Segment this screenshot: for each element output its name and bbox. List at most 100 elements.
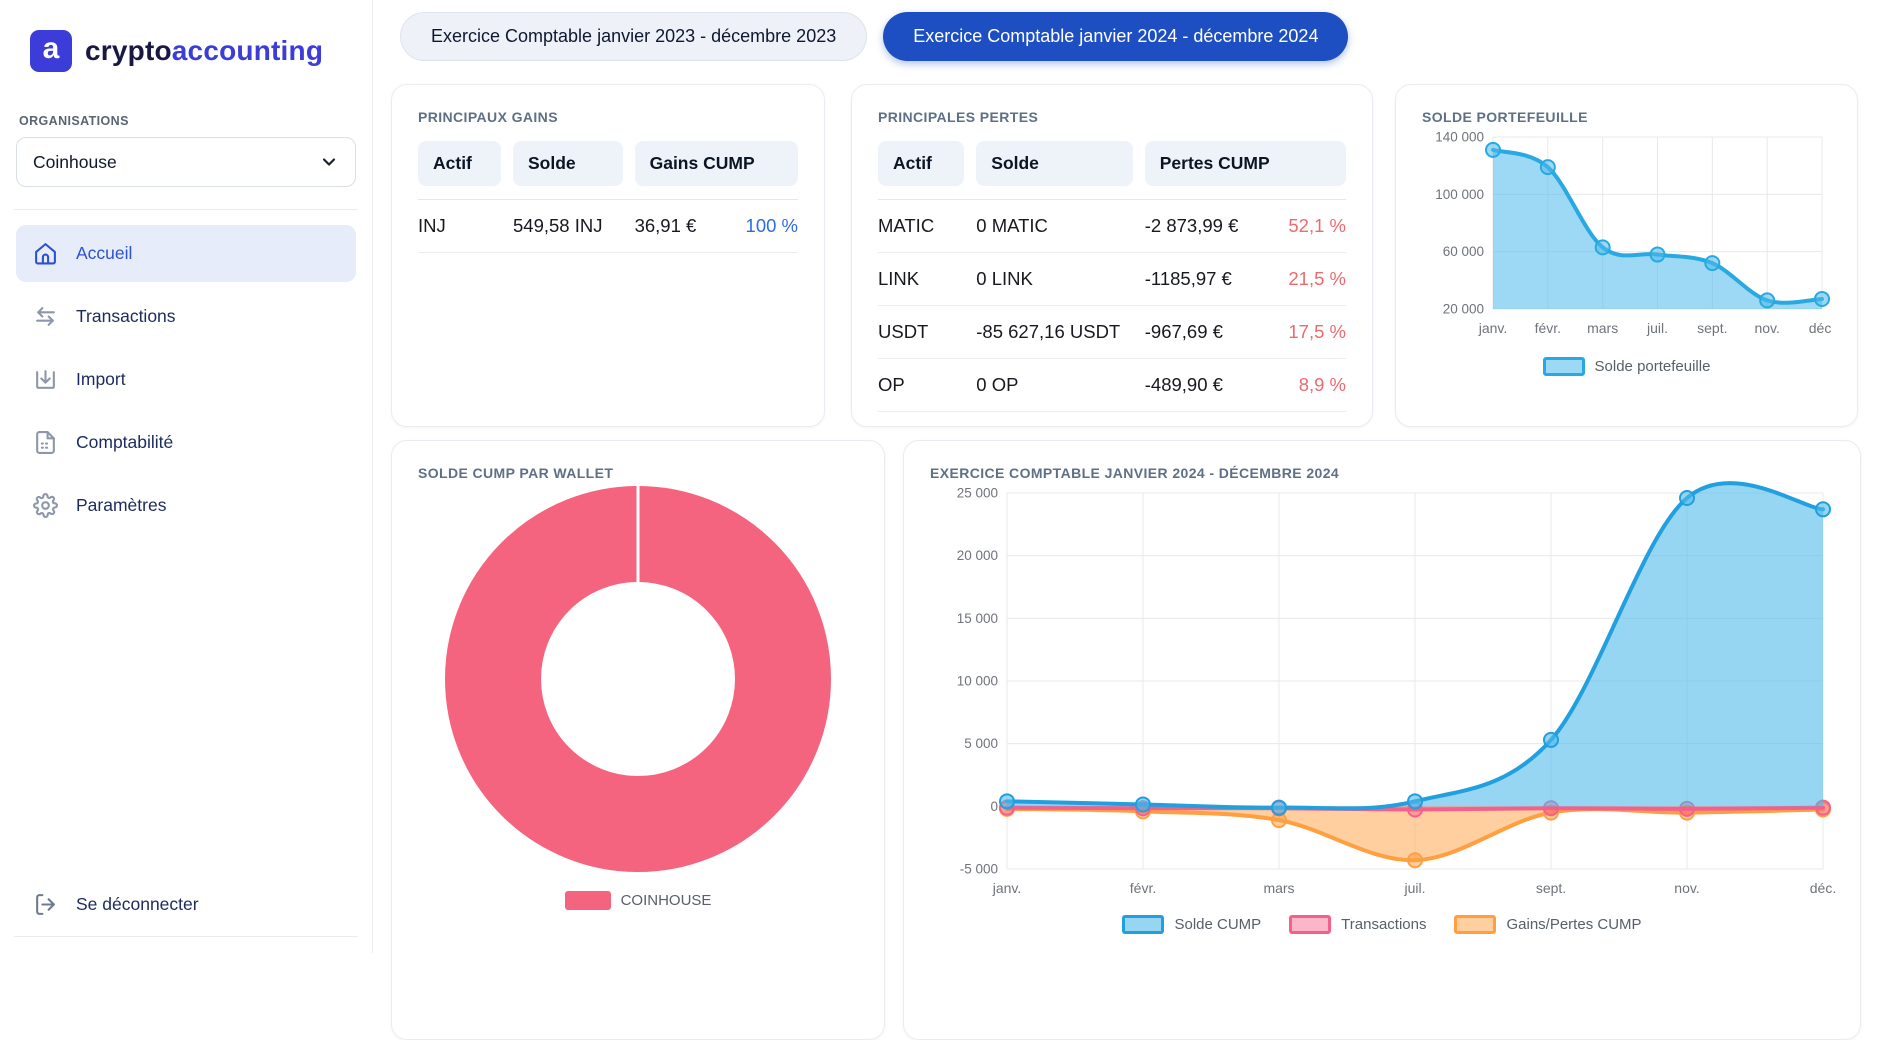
card-title: SOLDE CUMP PAR WALLET [418,465,858,481]
svg-text:25 000: 25 000 [957,486,998,501]
sidebar-item-label: Paramètres [76,495,166,516]
svg-text:-5 000: -5 000 [960,862,998,877]
sidebar-item-comptabilite[interactable]: Comptabilité [16,414,356,471]
balance-cell: 0 LINK [976,253,1144,306]
sidebar-item-import[interactable]: Import [16,351,356,408]
card-solde-cump-par-wallet: SOLDE CUMP PAR WALLET COINHOUSE [391,440,885,1040]
svg-text:janv.: janv. [1478,320,1508,336]
legend-swatch [1454,915,1496,934]
legend-item: Solde portefeuille [1543,357,1711,376]
column-header-solde: Solde [976,141,1132,186]
value-cell: -1185,97 € [1145,253,1276,306]
brand-name-primary: crypto [85,35,172,66]
svg-text:0: 0 [990,799,998,814]
chevron-down-icon [319,152,339,172]
svg-text:10 000: 10 000 [957,674,998,689]
card-principaux-gains: PRINCIPAUX GAINS Actif Solde Gains CUMP … [391,84,825,427]
transfer-arrows-icon [33,304,58,329]
legend-swatch [1289,915,1331,934]
column-header-actif: Actif [418,141,501,186]
sidebar-item-accueil[interactable]: Accueil [16,225,356,282]
percent-cell: 8,9 % [1276,359,1346,412]
svg-text:févr.: févr. [1535,320,1561,336]
value-cell: -489,90 € [1145,359,1276,412]
svg-text:mars: mars [1263,880,1294,896]
organisations-label: ORGANISATIONS [19,114,356,128]
table-row: LINK 0 LINK -1185,97 € 21,5 % [878,253,1346,306]
exercice-area-chart: -5 00005 00010 00015 00020 00025 000janv… [929,481,1835,909]
svg-text:20 000: 20 000 [1443,302,1484,317]
wallet-chart-legend: COINHOUSE [565,891,712,910]
organisation-select[interactable]: Coinhouse [16,137,356,187]
pertes-table: Actif Solde Pertes CUMP MATIC 0 MATIC -2… [878,141,1346,412]
card-title: PRINCIPAUX GAINS [418,109,798,125]
table-header-row: Actif Solde Pertes CUMP [878,141,1346,200]
svg-text:60 000: 60 000 [1443,244,1484,259]
card-title: PRINCIPALES PERTES [878,109,1346,125]
svg-text:sept.: sept. [1697,320,1727,336]
legend-label: COINHOUSE [621,892,712,909]
brand-logo-text: cryptoaccounting [85,35,323,67]
value-cell: 36,91 € [635,200,738,253]
balance-cell: 0 MATIC [976,200,1144,253]
legend-item: Transactions [1289,915,1426,934]
balance-cell: -85 627,16 USDT [976,306,1144,359]
legend-item: Solde CUMP [1122,915,1261,934]
fiscal-year-tabs: Exercice Comptable janvier 2023 - décemb… [400,12,1348,61]
asset-cell: LINK [878,253,976,306]
percent-cell: 17,5 % [1276,306,1346,359]
legend-label: Transactions [1341,916,1426,933]
sidebar-item-transactions[interactable]: Transactions [16,288,356,345]
portfolio-balance-chart: 20 00060 000100 000140 000janv.févr.mars… [1421,125,1832,347]
card-title: EXERCICE COMPTABLE JANVIER 2024 - DÉCEMB… [930,465,1834,481]
legend-swatch [1122,915,1164,934]
import-download-icon [33,367,58,392]
table-header-row: Actif Solde Gains CUMP [418,141,798,200]
main-content: Exercice Comptable janvier 2023 - décemb… [373,0,1888,953]
tab-exercice-2024[interactable]: Exercice Comptable janvier 2024 - décemb… [883,12,1348,61]
logout-button[interactable]: Se déconnecter [16,876,356,932]
table-row: USDT -85 627,16 USDT -967,69 € 17,5 % [878,306,1346,359]
legend-item: Gains/Pertes CUMP [1454,915,1641,934]
home-icon [33,241,58,266]
tab-exercice-2023[interactable]: Exercice Comptable janvier 2023 - décemb… [400,12,867,61]
sidebar-item-parametres[interactable]: Paramètres [16,477,356,534]
legend-item: COINHOUSE [565,891,712,910]
svg-text:nov.: nov. [1674,880,1699,896]
ledger-document-icon [33,430,58,455]
svg-text:juil.: juil. [1646,320,1668,336]
svg-text:sept.: sept. [1536,880,1566,896]
asset-cell: INJ [418,200,513,253]
card-title: SOLDE PORTEFEUILLE [1422,109,1831,125]
sidebar-divider [14,209,358,210]
sidebar-item-label: Import [76,369,126,390]
svg-text:déc.: déc. [1809,320,1832,336]
sidebar: a cryptoaccounting ORGANISATIONS Coinhou… [0,0,373,953]
organisation-selected-value: Coinhouse [33,152,117,173]
legend-swatch [1543,357,1585,376]
wallet-donut-chart [440,481,836,877]
card-exercice-comptable-chart: EXERCICE COMPTABLE JANVIER 2024 - DÉCEMB… [903,440,1861,1040]
legend-label: Solde portefeuille [1595,358,1711,375]
table-row: INJ 549,58 INJ 36,91 € 100 % [418,200,798,253]
asset-cell: OP [878,359,976,412]
asset-cell: USDT [878,306,976,359]
column-header-actif: Actif [878,141,964,186]
table-row: OP 0 OP -489,90 € 8,9 % [878,359,1346,412]
exercice-chart-legend: Solde CUMP Transactions Gains/Pertes CUM… [1122,915,1641,934]
percent-cell: 21,5 % [1276,253,1346,306]
value-cell: -2 873,99 € [1145,200,1276,253]
brand-name-secondary: accounting [172,35,323,66]
legend-label: Gains/Pertes CUMP [1506,916,1641,933]
logout-label: Se déconnecter [76,894,199,915]
svg-text:15 000: 15 000 [957,611,998,626]
card-principales-pertes: PRINCIPALES PERTES Actif Solde Pertes CU… [851,84,1373,427]
svg-text:nov.: nov. [1754,320,1779,336]
svg-text:140 000: 140 000 [1435,130,1484,145]
column-header-solde: Solde [513,141,623,186]
svg-text:juil.: juil. [1403,880,1425,896]
gains-table: Actif Solde Gains CUMP INJ 549,58 INJ 36… [418,141,798,253]
balance-cell: 549,58 INJ [513,200,635,253]
portfolio-chart-legend: Solde portefeuille [1543,357,1711,376]
sidebar-nav: Accueil Transactions Import Comptabilité [16,222,356,537]
